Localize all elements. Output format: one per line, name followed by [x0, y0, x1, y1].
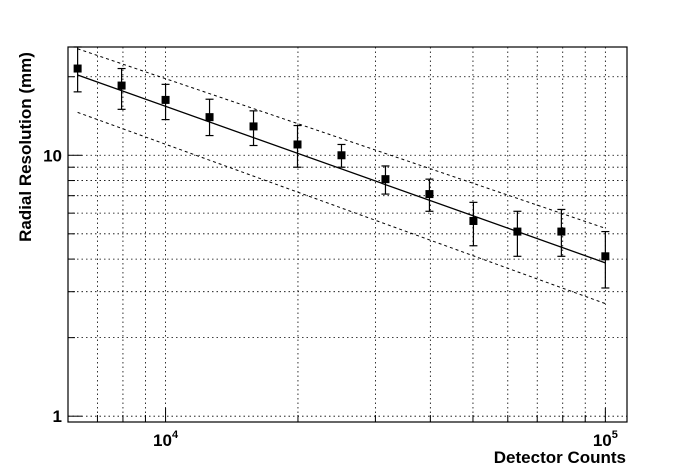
- data-point: [293, 140, 302, 149]
- data-point: [557, 227, 566, 236]
- data-point: [469, 216, 478, 225]
- data-point: [513, 227, 522, 236]
- ticks: 104 105 1 10: [43, 76, 618, 450]
- y-tick-label: 1: [53, 407, 62, 426]
- x-tick-label: 105: [593, 429, 618, 450]
- band-lower-line: [77, 111, 606, 305]
- data-point: [117, 81, 126, 90]
- data-point: [337, 151, 346, 160]
- fit-line: [77, 74, 606, 264]
- data-points: [73, 46, 610, 289]
- fit-line-group: [77, 74, 606, 264]
- data-point: [205, 113, 214, 122]
- x-axis-title: Detector Counts: [494, 448, 626, 467]
- data-point: [425, 190, 434, 199]
- data-point: [381, 175, 390, 184]
- grid: [68, 47, 627, 422]
- data-point: [249, 122, 258, 131]
- y-axis-title: Radial Resolution (mm): [16, 52, 35, 242]
- data-point: [161, 95, 170, 104]
- data-point: [601, 252, 610, 261]
- plot-frame: [67, 46, 628, 423]
- y-tick-label: 10: [43, 146, 62, 165]
- data-point: [73, 64, 82, 73]
- confidence-band: [77, 48, 606, 305]
- x-tick-label: 104: [153, 429, 179, 450]
- band-upper-line: [77, 48, 606, 229]
